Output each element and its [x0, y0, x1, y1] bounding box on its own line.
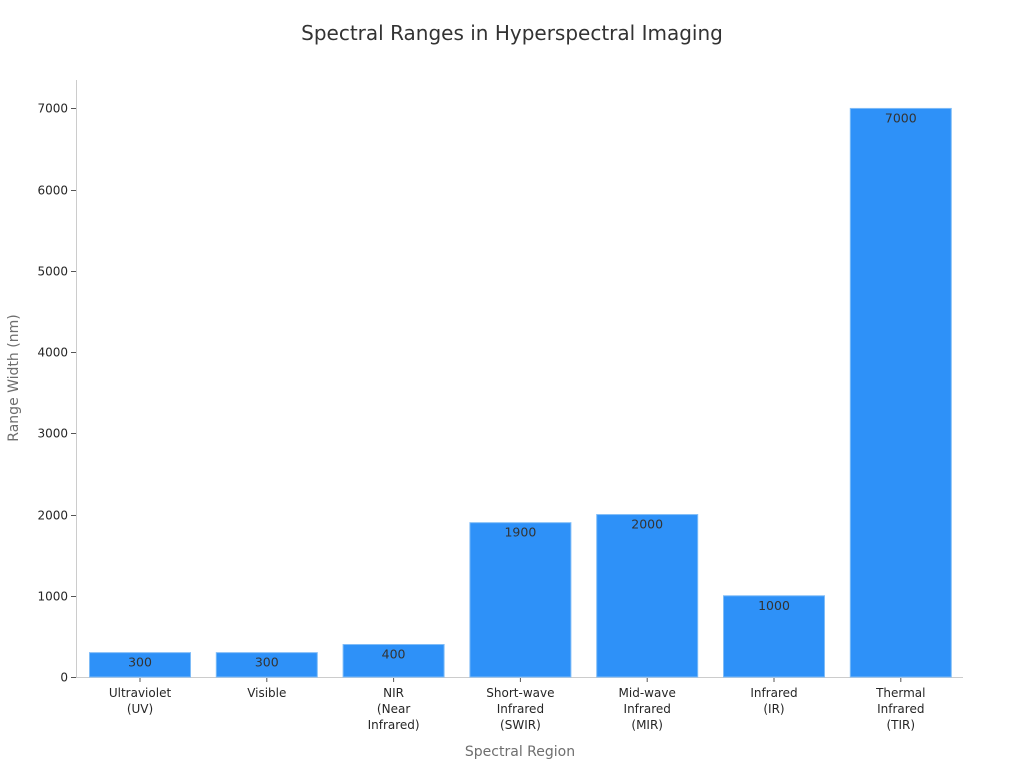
x-tick-label-line: Short-wave [486, 686, 554, 700]
x-tick-label-line: Infrared [750, 686, 797, 700]
x-tick-label-line: Visible [247, 686, 286, 700]
bar-value-label: 1000 [758, 598, 790, 613]
x-tick-label-line: Infrared [624, 702, 671, 716]
x-tick-label-line: Infrared [497, 702, 544, 716]
bar-value-label: 300 [128, 655, 152, 670]
y-ticks: 0 1000 2000 3000 4000 5000 6000 7000 [37, 102, 76, 685]
x-tick-label-line: (Near [377, 702, 410, 716]
x-tick-label: Ultraviolet (UV) [109, 686, 172, 716]
x-tick-label: NIR (Near Infrared) [368, 686, 420, 732]
x-tick-label: Short-wave Infrared (SWIR) [486, 686, 554, 732]
bar-value-label: 7000 [885, 110, 917, 125]
bar [596, 514, 699, 678]
y-tick-label: 5000 [37, 265, 68, 279]
bar [215, 652, 318, 678]
x-tick-label-line: (UV) [127, 702, 153, 716]
x-tick-label: Infrared (IR) [750, 686, 797, 716]
x-tick-label-line: Thermal [875, 686, 925, 700]
x-tick-label: Visible [247, 686, 286, 700]
x-tick-label-line: (SWIR) [500, 718, 541, 732]
bar-value-label: 1900 [504, 525, 536, 540]
x-tick-label-line: Infrared [877, 702, 924, 716]
y-tick-label: 3000 [37, 427, 68, 441]
x-axis-label: Spectral Region [465, 744, 575, 760]
x-tick-label: Thermal Infrared (TIR) [875, 686, 925, 732]
x-tick-label: Mid-wave Infrared (MIR) [619, 686, 676, 732]
x-tick-label-line: Mid-wave [619, 686, 676, 700]
y-tick-label: 0 [60, 671, 68, 685]
y-axis-label: Range Width (nm) [6, 314, 22, 441]
bars: 300 300 400 1900 2000 1000 7000 [89, 107, 952, 678]
x-ticks: Ultraviolet (UV) Visible NIR (Near Infrared) S… [109, 678, 926, 732]
y-tick-label: 1000 [37, 590, 68, 604]
bar [89, 652, 191, 678]
x-tick-label-line: (IR) [763, 702, 784, 716]
bar-value-label: 2000 [631, 517, 663, 532]
x-tick-label-line: (MIR) [631, 718, 663, 732]
y-tick-label: 4000 [37, 346, 68, 360]
y-tick-label: 6000 [37, 184, 68, 198]
bar [723, 595, 825, 678]
x-tick-label-line: Ultraviolet [109, 686, 172, 700]
x-tick-label-line: (TIR) [887, 718, 916, 732]
bar-value-label: 300 [255, 655, 279, 670]
y-tick-label: 2000 [37, 509, 68, 523]
chart-title: Spectral Ranges in Hyperspectral Imaging [301, 21, 723, 45]
x-tick-label-line: NIR [383, 686, 404, 700]
bar [342, 644, 445, 678]
bar [849, 107, 952, 678]
y-tick-label: 7000 [37, 102, 68, 116]
x-tick-label-line: Infrared) [368, 718, 420, 732]
bar [469, 522, 572, 678]
bar-value-label: 400 [382, 647, 406, 662]
